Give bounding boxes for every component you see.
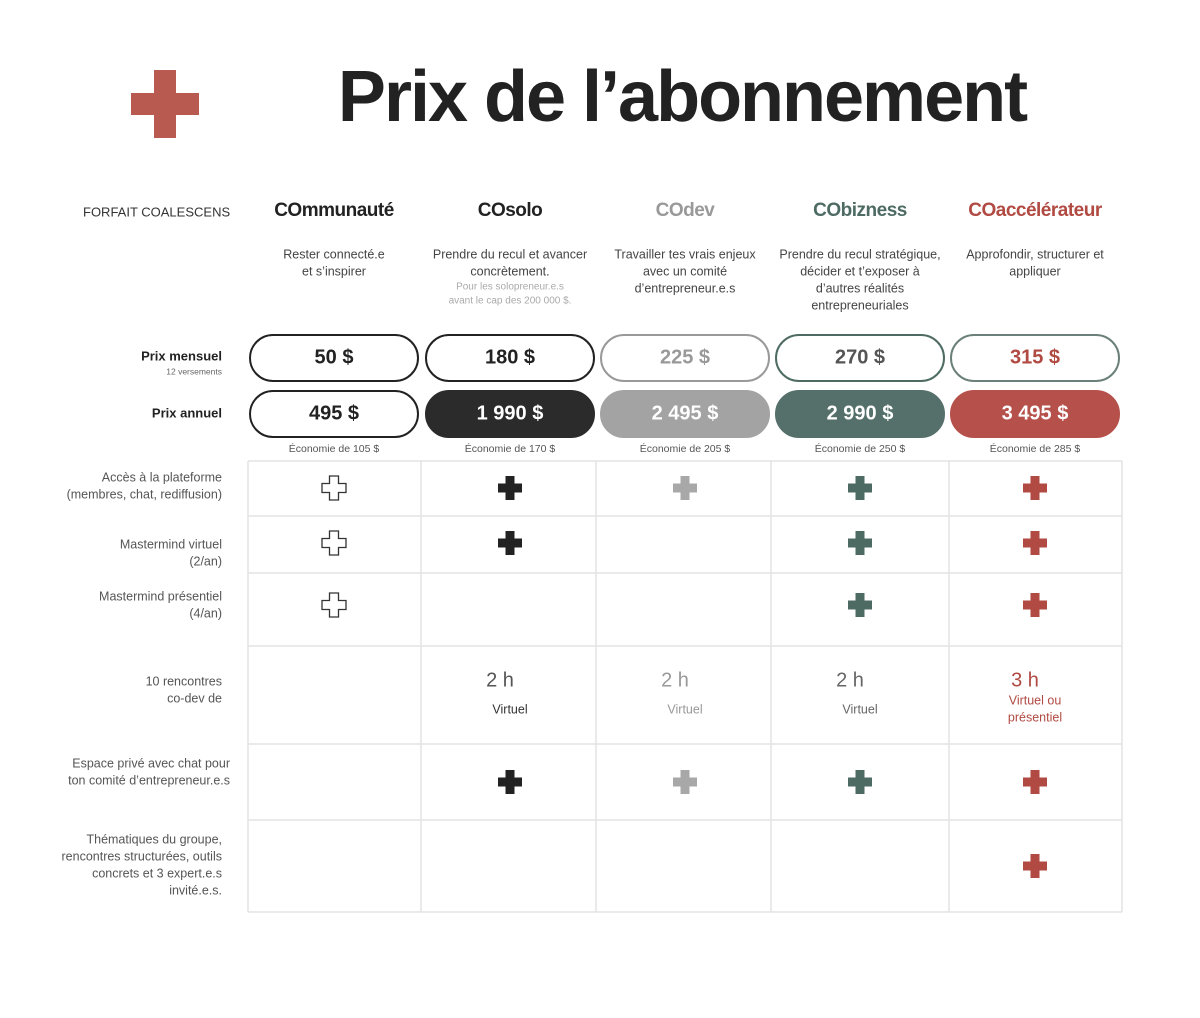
feature-label: co-dev de <box>167 691 222 705</box>
annual-label: Prix annuel <box>152 405 222 420</box>
included-icon <box>1023 854 1047 878</box>
monthly-price-pill <box>600 334 770 382</box>
feature-label: Mastermind présentiel <box>99 589 222 603</box>
session-mode: Virtuel ou <box>1009 693 1062 707</box>
annual-savings: Économie de 250 $ <box>815 442 906 455</box>
plan-name: COaccélérateur <box>968 200 1103 221</box>
monthly-price: 315 $ <box>1010 346 1060 368</box>
plan-description: Rester connecté.e <box>283 247 384 261</box>
corner-label: FORFAIT COALESCENS <box>83 204 230 219</box>
monthly-label: Prix mensuel <box>141 348 222 363</box>
session-mode: Virtuel <box>842 702 877 716</box>
feature-label: (membres, chat, rediffusion) <box>67 487 222 501</box>
plan-description: décider et t’exposer à <box>800 264 920 278</box>
included-icon <box>848 593 872 617</box>
feature-label: ton comité d’entrepreneur.e.s <box>68 773 230 787</box>
monthly-price: 50 $ <box>315 346 354 368</box>
plan-description: d’entrepreneur.e.s <box>635 281 736 295</box>
plan-name: COmmunauté <box>274 200 394 221</box>
annual-price: 2 495 $ <box>652 402 719 424</box>
feature-label: (4/an) <box>189 606 222 620</box>
included-icon <box>673 770 697 794</box>
included-icon <box>1023 770 1047 794</box>
monthly-price-pill <box>425 334 595 382</box>
included-icon <box>498 770 522 794</box>
included-icon <box>1023 593 1047 617</box>
annual-savings: Économie de 205 $ <box>640 442 731 455</box>
annual-price: 495 $ <box>309 402 359 424</box>
plan-description: Prendre du recul stratégique, <box>779 247 940 261</box>
included-icon <box>321 475 347 501</box>
plan-note: avant le cap des 200 000 $. <box>449 296 572 307</box>
session-mode: présentiel <box>1008 710 1062 724</box>
feature-label: Espace privé avec chat pour <box>72 756 230 770</box>
annual-price-pill <box>950 390 1120 438</box>
feature-label: (2/an) <box>189 554 222 568</box>
plan-description: avec un comité <box>643 264 727 278</box>
plan-description: concrètement. <box>470 264 549 278</box>
annual-savings: Économie de 170 $ <box>465 442 556 455</box>
plan-note: Pour les solopreneur.e.s <box>456 282 564 293</box>
annual-price-pill <box>775 390 945 438</box>
plan-description: entrepreneuriales <box>811 298 908 312</box>
feature-grid <box>247 460 1123 913</box>
session-mode: Virtuel <box>667 702 702 716</box>
monthly-price-pill <box>950 334 1120 382</box>
plan-description: d’autres réalités <box>816 281 904 295</box>
session-mode: Virtuel <box>492 702 527 716</box>
plan-name: COdev <box>656 200 716 221</box>
included-icon <box>1023 476 1047 500</box>
included-icon <box>1023 531 1047 555</box>
feature-label: Accès à la plateforme <box>102 470 222 484</box>
monthly-price: 270 $ <box>835 346 885 368</box>
included-icon <box>321 530 347 556</box>
monthly-price-pill <box>249 334 419 382</box>
plan-description: Travailler tes vrais enjeux <box>614 247 756 261</box>
monthly-price: 180 $ <box>485 346 535 368</box>
plan-description: appliquer <box>1009 264 1060 278</box>
included-icon <box>848 531 872 555</box>
monthly-price: 225 $ <box>660 346 710 368</box>
monthly-price-pill <box>775 334 945 382</box>
feature-label: invité.e.s. <box>169 883 222 897</box>
plan-name: CObizness <box>813 200 907 221</box>
feature-label: Mastermind virtuel <box>120 537 222 551</box>
included-icon <box>498 476 522 500</box>
plan-description: Prendre du recul et avancer <box>433 247 587 261</box>
feature-label: 10 rencontres <box>146 674 222 688</box>
feature-label: rencontres structurées, outils <box>62 849 223 863</box>
page-title: Prix de l’abonnement <box>338 57 1028 137</box>
logo-plus <box>131 70 199 138</box>
included-icon <box>498 531 522 555</box>
session-duration: 3 h <box>1011 669 1039 691</box>
annual-price-pill <box>249 390 419 438</box>
session-duration: 2 h <box>836 669 864 691</box>
annual-price-pill <box>425 390 595 438</box>
included-icon <box>673 476 697 500</box>
feature-label: Thématiques du groupe, <box>86 832 222 846</box>
feature-label: concrets et 3 expert.e.s <box>92 866 222 880</box>
included-icon <box>848 770 872 794</box>
annual-price: 3 495 $ <box>1002 402 1069 424</box>
annual-savings: Économie de 285 $ <box>990 442 1081 455</box>
session-duration: 2 h <box>486 669 514 691</box>
monthly-sublabel: 12 versements <box>166 366 222 376</box>
annual-price-pill <box>600 390 770 438</box>
annual-price: 2 990 $ <box>827 402 894 424</box>
annual-price: 1 990 $ <box>477 402 544 424</box>
plan-description: Approfondir, structurer et <box>966 247 1104 261</box>
plan-description: et s’inspirer <box>302 264 366 278</box>
annual-savings: Économie de 105 $ <box>289 442 380 455</box>
included-icon <box>321 592 347 618</box>
session-duration: 2 h <box>661 669 689 691</box>
included-icon <box>848 476 872 500</box>
plan-name: COsolo <box>478 200 543 221</box>
